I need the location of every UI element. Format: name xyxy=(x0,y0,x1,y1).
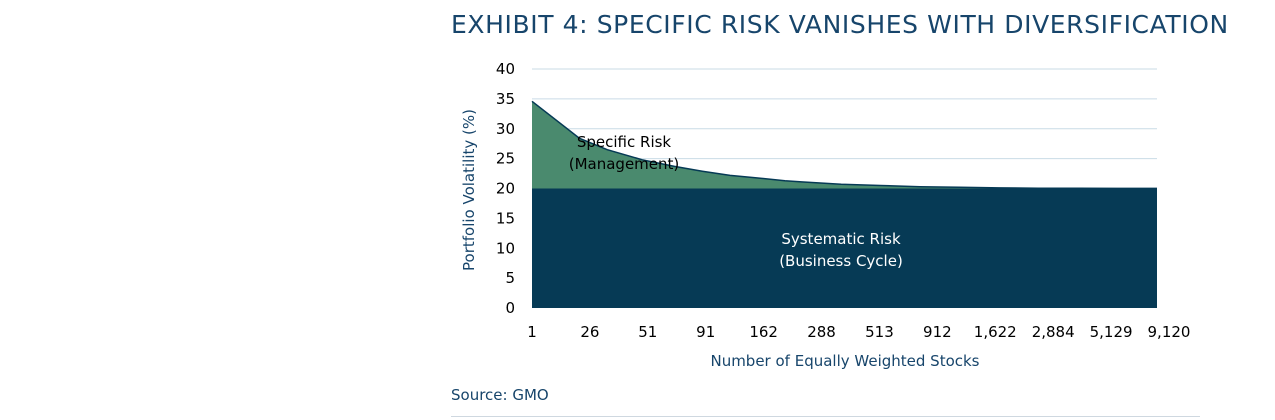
specific-risk-area xyxy=(532,101,1157,189)
chart-title: EXHIBIT 4: SPECIFIC RISK VANISHES WITH D… xyxy=(451,10,1229,39)
y-tick-label: 20 xyxy=(496,180,515,198)
specific-risk-label: (Management) xyxy=(569,155,680,173)
area-labels: Specific Risk (Management) Systematic Risk… xyxy=(569,133,903,270)
y-tick-label: 5 xyxy=(505,269,515,287)
y-tick-label: 25 xyxy=(496,150,515,168)
specific-risk-label: Specific Risk xyxy=(577,133,672,151)
systematic-risk-label: Systematic Risk xyxy=(781,230,901,248)
y-tick-label: 0 xyxy=(505,299,515,317)
y-tick-label: 40 xyxy=(496,60,515,78)
x-tick-label: 912 xyxy=(923,323,952,341)
x-axis-ticks: 1 26 51 91 162 288 513 912 1,622 2,884 5,129 9,120 xyxy=(527,323,1190,341)
footer-divider xyxy=(451,416,1200,417)
x-tick-label: 162 xyxy=(749,323,778,341)
source-note: Source: GMO xyxy=(451,386,549,404)
x-tick-label: 26 xyxy=(580,323,599,341)
plot-areas xyxy=(531,100,1157,308)
x-tick-label: 2,884 xyxy=(1032,323,1075,341)
x-tick-label: 5,129 xyxy=(1090,323,1133,341)
x-tick-label: 51 xyxy=(638,323,657,341)
x-tick-label: 91 xyxy=(696,323,715,341)
y-tick-label: 30 xyxy=(496,120,515,138)
systematic-risk-label: (Business Cycle) xyxy=(779,252,903,270)
total-risk-line xyxy=(531,100,1157,190)
x-tick-label: 513 xyxy=(865,323,894,341)
y-axis-ticks: 0 5 10 15 20 25 30 35 40 xyxy=(496,60,515,317)
y-tick-label: 10 xyxy=(496,239,515,257)
y-tick-label: 15 xyxy=(496,209,515,227)
systematic-risk-area xyxy=(532,188,1157,308)
y-tick-label: 35 xyxy=(496,90,515,108)
x-tick-label: 1 xyxy=(527,323,537,341)
x-tick-label: 1,622 xyxy=(974,323,1017,341)
y-axis-label: Portfolio Volatility (%) xyxy=(460,109,478,271)
x-tick-label: 9,120 xyxy=(1148,323,1191,341)
x-tick-label: 288 xyxy=(807,323,836,341)
x-axis-label: Number of Equally Weighted Stocks xyxy=(710,352,979,370)
